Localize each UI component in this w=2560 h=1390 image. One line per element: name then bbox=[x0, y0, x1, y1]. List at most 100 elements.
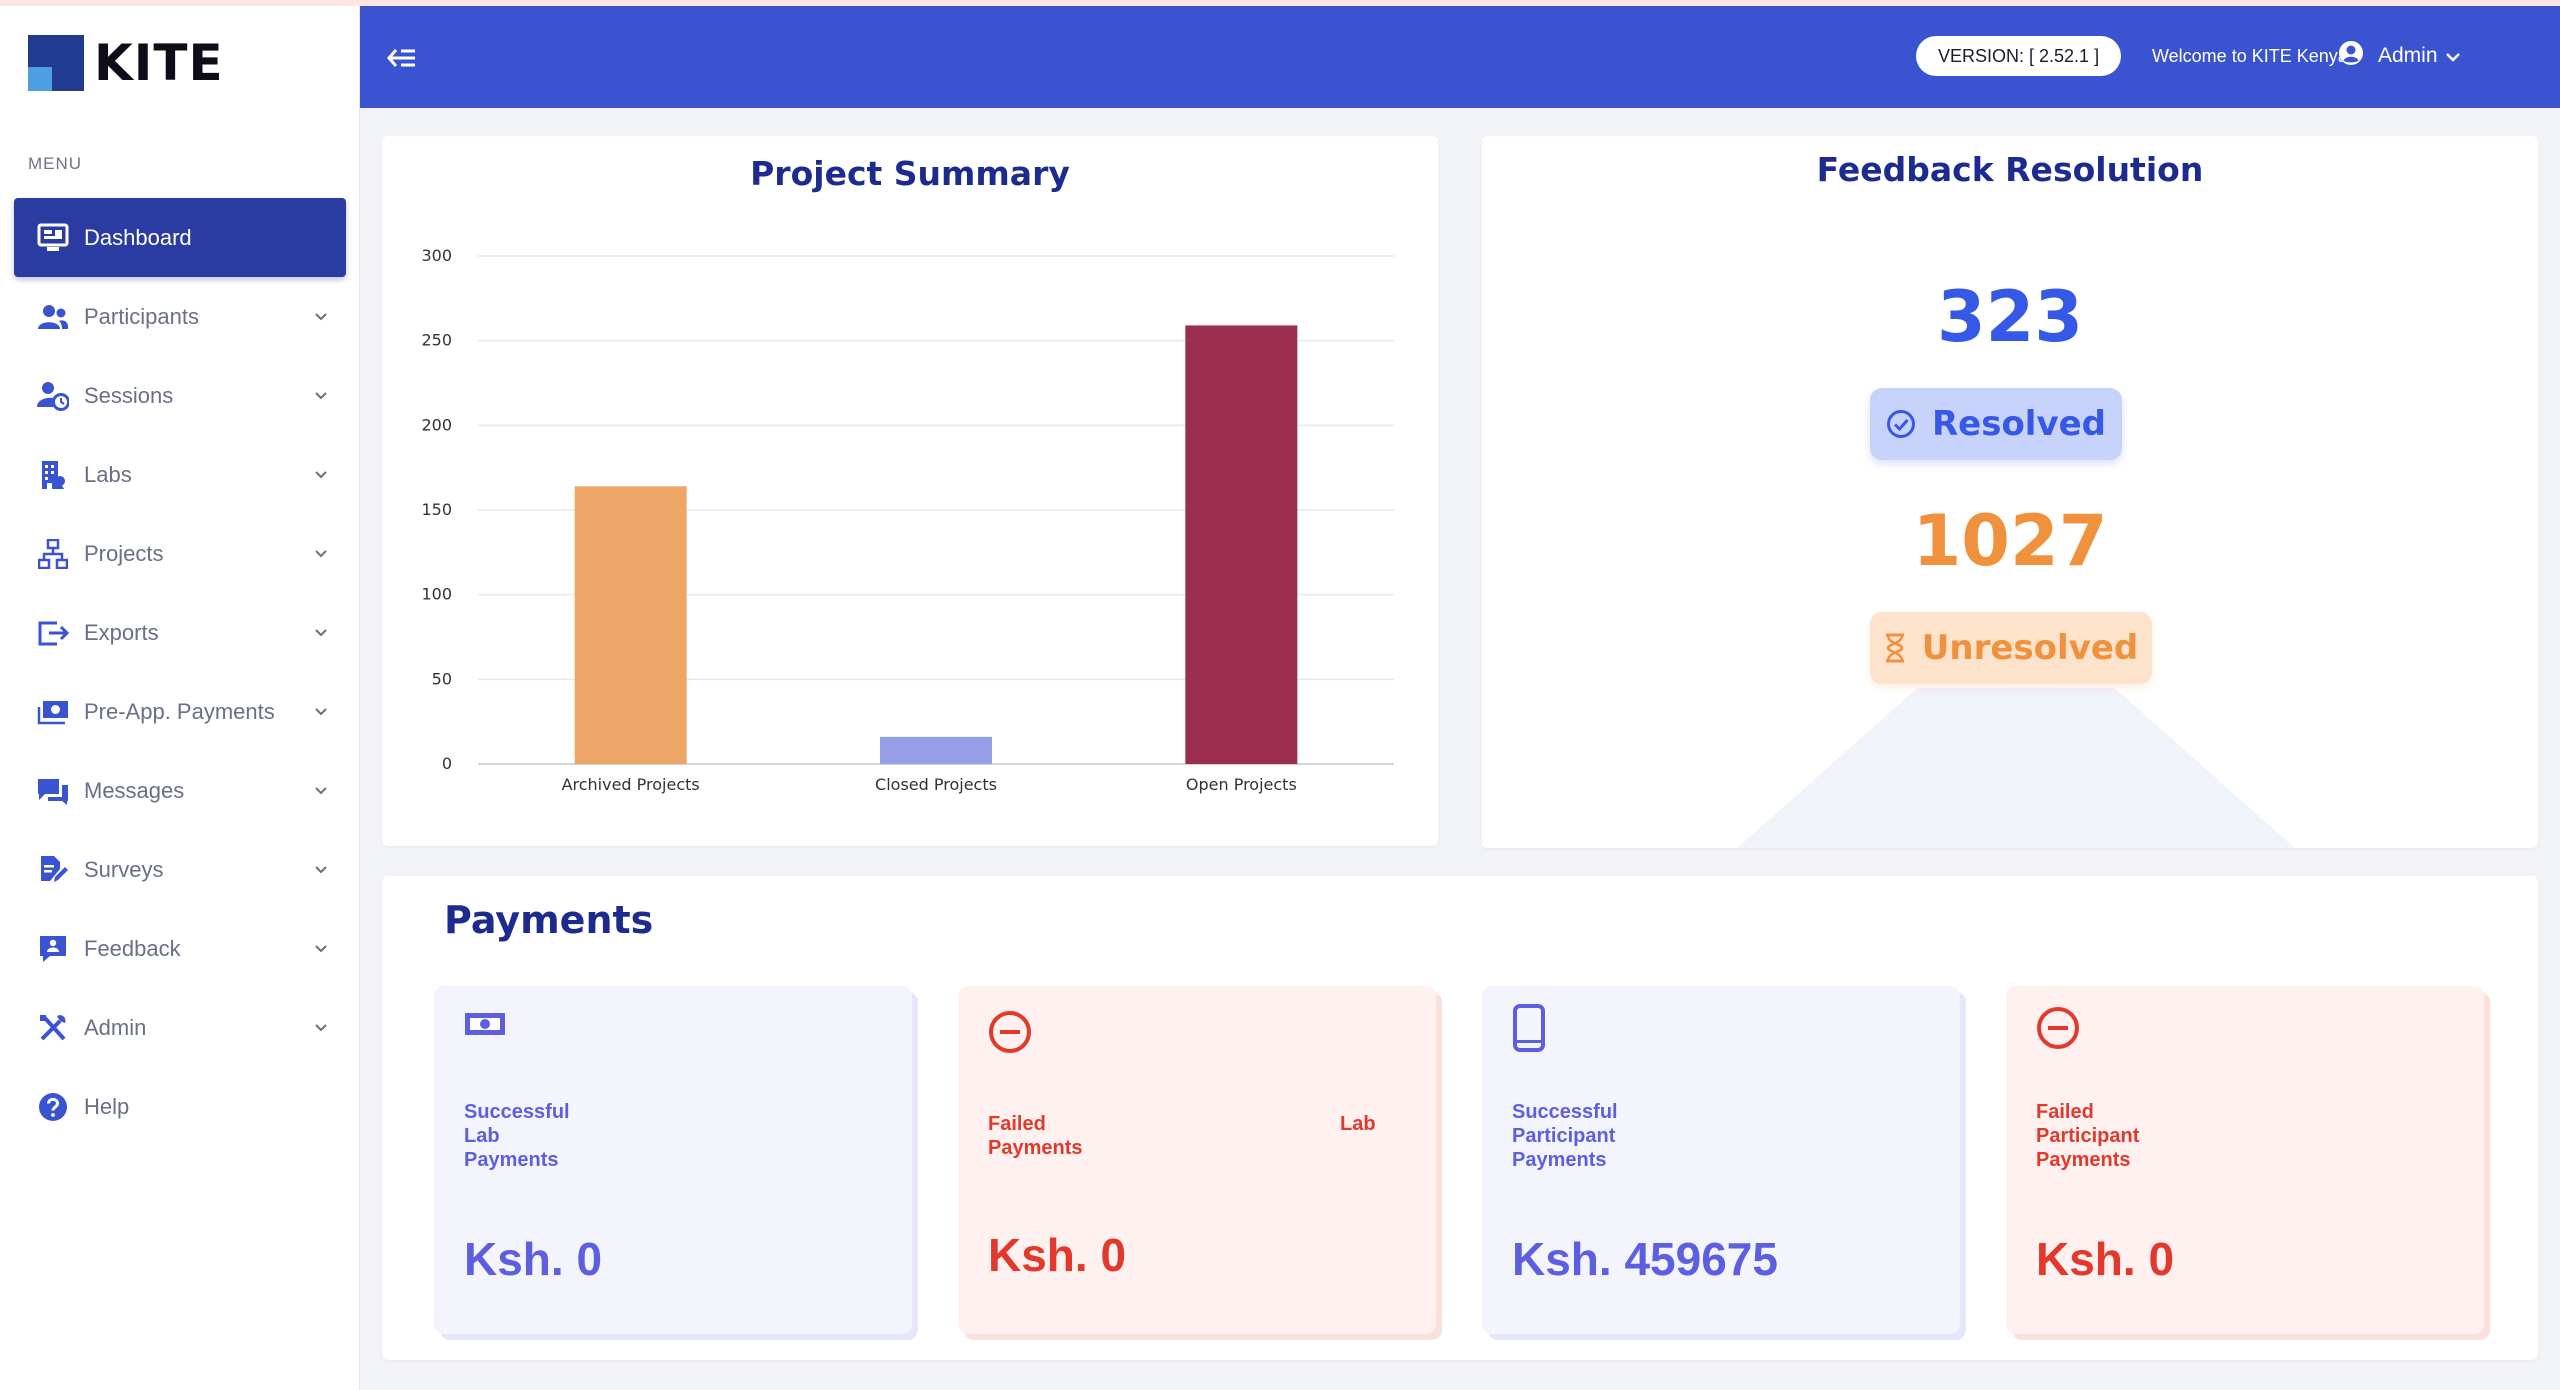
sidebar-item-label: Labs bbox=[84, 461, 132, 487]
mobile-phone-icon bbox=[1512, 1004, 1546, 1057]
network-icon bbox=[36, 537, 70, 571]
chevron-down-icon bbox=[312, 1019, 330, 1037]
user-name: Admin bbox=[2378, 44, 2438, 67]
sidebar-item-label: Participants bbox=[84, 303, 199, 329]
sidebar-item-participants[interactable]: Participants bbox=[14, 277, 346, 356]
chevron-down-icon bbox=[312, 545, 330, 563]
bar-open-projects bbox=[1185, 325, 1298, 764]
y-tick-label: 0 bbox=[442, 754, 452, 773]
sidebar-item-admin[interactable]: Admin bbox=[14, 988, 346, 1067]
y-tick-label: 300 bbox=[421, 246, 452, 265]
sidebar-item-label: Messages bbox=[84, 777, 185, 803]
minus-circle-icon bbox=[988, 1010, 1032, 1059]
sidebar-item-label: Pre-App. Payments bbox=[84, 698, 275, 724]
menu-title: MENU bbox=[28, 154, 83, 173]
project-summary-chart: 300 250 200 150 100 50 0 Archived Projects Close… bbox=[421, 246, 1394, 794]
help-icon bbox=[36, 1090, 70, 1124]
x-tick-label: Closed Projects bbox=[875, 775, 997, 794]
welcome-text: Welcome to KITE Kenya, bbox=[2152, 46, 2353, 66]
feedback-decoration bbox=[1726, 688, 2306, 848]
monitor-icon bbox=[36, 221, 70, 255]
project-summary-card: Project Summary 300 250 200 150 100 50 0 Archiv… bbox=[382, 136, 1438, 846]
tools-icon bbox=[36, 1011, 70, 1045]
payment-label: Successful Lab Payments bbox=[464, 1101, 570, 1171]
payment-amount: Ksh. 459675 bbox=[1512, 1233, 1778, 1285]
sidebar-item-label: Exports bbox=[84, 619, 159, 645]
kite-logo-mark bbox=[28, 35, 84, 91]
sidebar-item-messages[interactable]: Messages bbox=[14, 751, 346, 830]
payment-label: Failed Payments bbox=[988, 1113, 1083, 1159]
unresolved-badge[interactable]: Unresolved bbox=[1870, 612, 2152, 684]
payment-amount: Ksh. 0 bbox=[464, 1233, 603, 1285]
y-tick-label: 100 bbox=[421, 585, 452, 604]
sidebar-item-labs[interactable]: Labs bbox=[14, 435, 346, 514]
sidebar-item-projects[interactable]: Projects bbox=[14, 514, 346, 593]
chevron-down-icon bbox=[312, 782, 330, 800]
arrow-left-menu-icon bbox=[387, 49, 415, 67]
user-clock-icon bbox=[36, 379, 70, 413]
resolved-label: Resolved bbox=[1931, 404, 2107, 444]
chevron-down-icon bbox=[312, 308, 330, 326]
chevron-down-icon bbox=[2445, 44, 2460, 68]
chevron-down-icon bbox=[312, 387, 330, 405]
feedback-icon bbox=[36, 932, 70, 966]
sidebar-item-label: Sessions bbox=[84, 382, 174, 408]
successful-participant-payments-card[interactable]: Successful Participant Payments Ksh. 459… bbox=[1482, 986, 1960, 1334]
successful-lab-payments-card[interactable]: Successful Lab Payments Ksh. 0 bbox=[434, 986, 912, 1334]
sidebar-item-sessions[interactable]: Sessions bbox=[14, 356, 346, 435]
sidebar-item-label: Surveys bbox=[84, 856, 164, 882]
x-tick-label: Open Projects bbox=[1186, 775, 1297, 794]
failed-lab-payments-card[interactable]: Failed Payments Lab Ksh. 0 bbox=[958, 986, 1436, 1334]
sidebar: KITE MENU Dashboard Participants Session… bbox=[0, 6, 360, 1390]
sidebar-item-label: Feedback bbox=[84, 935, 181, 961]
sidebar-item-label: Admin bbox=[84, 1014, 147, 1040]
kite-logo[interactable]: KITE bbox=[28, 34, 224, 92]
brand-name: KITE bbox=[94, 34, 224, 92]
failed-participant-payments-card[interactable]: Failed Participant Payments Ksh. 0 bbox=[2006, 986, 2484, 1334]
bar-closed-projects bbox=[880, 736, 992, 764]
sidebar-item-surveys[interactable]: Surveys bbox=[14, 830, 346, 909]
unresolved-count: 1027 bbox=[1912, 500, 2108, 582]
x-tick-label: Archived Projects bbox=[562, 775, 700, 794]
feedback-title: Feedback Resolution bbox=[1816, 150, 2204, 189]
sidebar-item-label: Dashboard bbox=[84, 224, 192, 250]
sidebar-item-help[interactable]: Help bbox=[14, 1067, 346, 1146]
hourglass-icon bbox=[1884, 633, 1906, 663]
user-circle-icon bbox=[2338, 40, 2364, 72]
payment-amount: Ksh. 0 bbox=[988, 1229, 1127, 1281]
chevron-down-icon bbox=[312, 703, 330, 721]
survey-icon bbox=[36, 853, 70, 887]
check-circle-icon bbox=[1886, 409, 1916, 439]
resolved-count: 323 bbox=[1936, 276, 2084, 358]
chevron-down-icon bbox=[312, 861, 330, 879]
payments-card: Payments Successful Lab Payments Ksh. 0 … bbox=[382, 876, 2538, 1360]
sidebar-item-feedback[interactable]: Feedback bbox=[14, 909, 346, 988]
unresolved-label: Unresolved bbox=[1921, 628, 2139, 668]
payment-label: Successful Participant Payments bbox=[1512, 1101, 1618, 1171]
money-icon bbox=[36, 695, 70, 729]
payments-title: Payments bbox=[444, 898, 654, 942]
chevron-down-icon bbox=[312, 466, 330, 484]
money-bill-icon bbox=[464, 1008, 506, 1043]
chevron-down-icon bbox=[312, 624, 330, 642]
sidebar-item-dashboard[interactable]: Dashboard bbox=[14, 198, 346, 277]
users-icon bbox=[36, 300, 70, 334]
payment-label: Failed Participant Payments bbox=[2036, 1101, 2140, 1171]
resolved-badge[interactable]: Resolved bbox=[1870, 388, 2122, 460]
top-accent-line bbox=[0, 0, 2560, 6]
sidebar-item-pre-app-payments[interactable]: Pre-App. Payments bbox=[14, 672, 346, 751]
project-summary-title: Project Summary bbox=[750, 154, 1070, 193]
sidebar-toggle-button[interactable] bbox=[382, 38, 422, 78]
feedback-resolution-card: Feedback Resolution 323 Resolved 1027 Un… bbox=[1482, 136, 2538, 848]
sidebar-item-exports[interactable]: Exports bbox=[14, 593, 346, 672]
payment-amount: Ksh. 0 bbox=[2036, 1233, 2175, 1285]
y-tick-label: 50 bbox=[432, 669, 452, 688]
user-menu[interactable]: Admin bbox=[2338, 36, 2460, 76]
y-tick-label: 150 bbox=[421, 500, 452, 519]
sidebar-item-label: Projects bbox=[84, 540, 164, 566]
sidebar-nav: Dashboard Participants Sessions Labs bbox=[14, 198, 346, 1146]
y-tick-label: 200 bbox=[421, 415, 452, 434]
export-icon bbox=[36, 616, 70, 650]
payment-label-extra: Lab bbox=[1340, 1113, 1376, 1135]
minus-circle-icon bbox=[2036, 1006, 2080, 1055]
